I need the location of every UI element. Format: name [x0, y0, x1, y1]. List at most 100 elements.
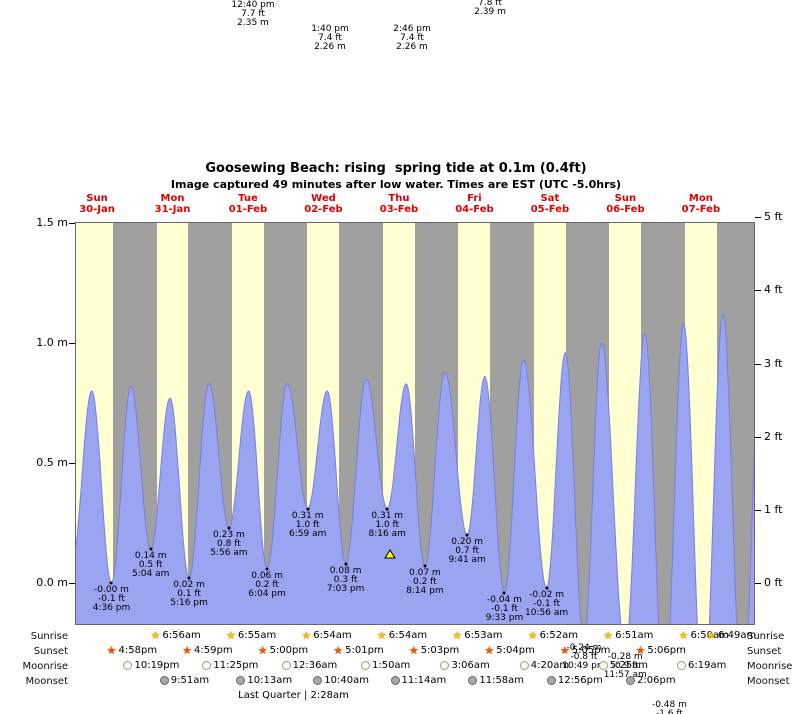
low-tide-time: 7:03 pm	[326, 583, 365, 594]
y-axis-left-tick	[69, 583, 75, 584]
low-tide-dot	[306, 507, 310, 511]
moonset-event: 11:14am	[390, 675, 446, 686]
low-tide-time: 8:16 am	[368, 528, 406, 539]
low-tide-height-ft: -0.1 ft	[98, 594, 125, 604]
low-tide-height-ft: -0.1 ft	[533, 598, 561, 609]
y-axis-right-label: 4 ft	[764, 283, 783, 297]
moonrise-icon	[519, 661, 529, 670]
moonset-time: 11:58am	[479, 675, 525, 686]
moonrise-time: 3:06am	[451, 660, 490, 671]
sunset-star-icon: ★	[182, 644, 193, 657]
sunrise-event: ★ 6:52am	[528, 630, 578, 641]
day-label: Sun 30-Jan	[79, 193, 115, 215]
low-tide-height-ft: 0.3 ft	[333, 574, 358, 585]
cropped-high-tide-line: 7.8 ft	[478, 0, 502, 8]
sunrise-time: 6:52am	[539, 630, 578, 641]
chart-title: Goosewing Beach: rising spring tide at 0…	[205, 161, 587, 176]
low-tide-time: 5:56 am	[210, 547, 248, 558]
low-tide-label: -0.24 m -0.8 ft 10:49 pm	[562, 642, 606, 671]
sunrise-star-icon: ★	[150, 629, 161, 642]
y-axis-right-tick	[755, 217, 761, 219]
y-axis-left-label: 1.0 m	[36, 336, 68, 349]
low-tide-height-ft: 0.7 ft	[455, 546, 479, 556]
y-axis-left-label: 0.5 m	[36, 456, 68, 469]
moonrise-time: 4:20am	[530, 660, 570, 671]
low-tide-time: 11:57 am	[603, 670, 647, 681]
sunset-star-icon: ★	[257, 644, 268, 657]
day-date: 07-Feb	[681, 203, 721, 215]
low-tide-dot	[502, 591, 506, 595]
sunrise-time: 6:55am	[237, 630, 277, 641]
sunrise-star-icon: ★	[603, 629, 614, 642]
sunrise-time: 6:54am	[388, 630, 428, 641]
low-tide-time: 10:49 pm	[562, 660, 606, 671]
moonrise-icon	[360, 661, 370, 670]
moonrise-icon	[281, 661, 291, 670]
low-tide-height-m: -0.48 m	[651, 700, 687, 711]
day-date: 03-Feb	[379, 203, 419, 215]
y-axis-left-tick	[69, 343, 75, 344]
sunrise-star-icon: ★	[452, 629, 463, 642]
low-tide-height-ft: -0.8 ft	[570, 651, 598, 662]
y-axis-left-label: 0.0 m	[36, 576, 68, 589]
low-tide-height-m: 0.06 m	[251, 570, 283, 581]
moonrise-time: 12:36am	[292, 660, 338, 671]
sunrise-star-icon: ★	[301, 629, 312, 642]
current-time-marker-icon	[383, 549, 396, 559]
day-name: Thu	[388, 193, 410, 204]
day-label: Wed 02-Feb	[304, 193, 342, 215]
moon-phase-label: Last Quarter | 2:28am	[238, 690, 349, 701]
low-tide-dot	[265, 567, 269, 571]
sunset-time: 4:58pm	[118, 645, 158, 656]
sunrise-star-icon: ★	[226, 629, 236, 642]
sunset-event: ★ 4:58pm	[107, 645, 157, 656]
moonrise-icon	[123, 661, 133, 670]
low-tide-time: 6:04 pm	[248, 588, 286, 599]
low-tide-height-m: 0.14 m	[134, 551, 167, 562]
low-tide-height-m: 0.07 m	[409, 568, 441, 579]
y-axis-left-label: 1.5 m	[36, 216, 68, 229]
sunset-time: 5:03pm	[420, 645, 460, 656]
day-date: 31-Jan	[154, 203, 191, 215]
moonset-icon	[546, 676, 556, 685]
moonset-time: 12:56pm	[557, 675, 603, 686]
sunset-time: 5:06pm	[647, 645, 686, 656]
sunset-event: ★ 5:01pm	[333, 645, 383, 656]
sunset-event: ★ 5:03pm	[409, 645, 459, 656]
y-axis-right-label: 1 ft	[764, 502, 783, 516]
cropped-high-tide-line: 7.4 ft	[318, 33, 342, 43]
moonrise-time: 10:19pm	[134, 660, 180, 671]
sunset-star-icon: ★	[484, 644, 495, 657]
day-name: Mon	[160, 193, 185, 204]
moonset-event: 9:51am	[159, 675, 209, 686]
low-tide-height-m: 0.23 m	[213, 529, 245, 540]
cropped-high-tide-line: 2.26 m	[396, 42, 428, 52]
moonrise-event: 12:36am	[281, 660, 338, 671]
low-tide-label: 0.31 m 1.0 ft 6:59 am	[289, 511, 326, 539]
sunrise-star-icon: ★	[376, 629, 387, 642]
sunset-star-icon: ★	[106, 644, 117, 657]
moonrise-time: 11:25pm	[213, 660, 259, 671]
low-tide-time: 9:41 am	[448, 555, 486, 565]
low-tide-height-ft: -0.9 ft	[611, 661, 639, 672]
day-label: Mon 07-Feb	[681, 193, 721, 215]
low-tide-height-m: -0.04 m	[487, 594, 522, 605]
low-tide-dot	[385, 507, 389, 511]
day-date: 01-Feb	[228, 203, 268, 215]
day-date: 05-Feb	[530, 203, 570, 215]
chart-subtitle: Image captured 49 minutes after low wate…	[170, 178, 622, 191]
moonset-event: 10:40am	[313, 675, 369, 686]
low-tide-dot	[465, 533, 469, 537]
low-tide-height-m: -0.24 m	[566, 642, 602, 653]
cropped-high-tide-line: 2.35 m	[237, 18, 269, 28]
cropped-high-tide-label: 2:46 pm 7.4 ft 2.26 m	[393, 25, 431, 52]
moonrise-event: 3:06am	[440, 660, 490, 671]
moonrise-icon	[598, 661, 608, 670]
low-tide-dot	[149, 547, 153, 551]
sunrise-event: ★ 6:51am	[603, 630, 653, 641]
cropped-high-tide-line: 7.4 ft	[400, 33, 424, 43]
low-tide-label: 0.07 m 0.2 ft 8:14 pm	[406, 569, 444, 596]
moonrise-icon	[202, 661, 212, 670]
